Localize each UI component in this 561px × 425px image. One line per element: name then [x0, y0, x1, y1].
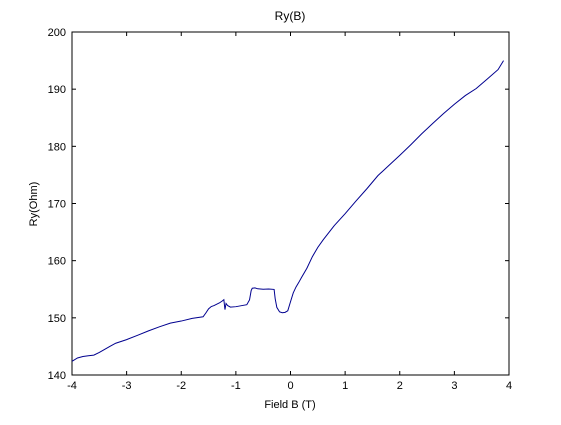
y-tick-label: 180 [48, 141, 66, 153]
x-tick-label: 0 [287, 380, 293, 392]
y-tick-label: 190 [48, 84, 66, 96]
x-tick-label: -4 [67, 380, 77, 392]
y-tick-label: 140 [48, 370, 66, 382]
series-line [71, 60, 504, 362]
x-tick-label: -2 [176, 380, 186, 392]
axis-tick-labels: -4 -3 -2 -1 0 1 2 3 4 140 150 160 170 180 190 200 [48, 27, 512, 392]
y-tick-label: 170 [48, 199, 66, 211]
x-tick-label: 2 [397, 380, 403, 392]
x-axis-label: Field B (T) [264, 399, 315, 411]
x-tick-label: -3 [122, 380, 132, 392]
axis-ticks [71, 31, 510, 376]
y-tick-label: 160 [48, 256, 66, 268]
x-tick-label: 4 [506, 380, 512, 392]
y-tick-label: 200 [48, 27, 66, 39]
x-tick-label: 3 [451, 380, 457, 392]
x-tick-label: 1 [342, 380, 348, 392]
plot-area [71, 31, 510, 376]
x-tick-label: -1 [231, 380, 241, 392]
y-axis-label: Ry(Ohm) [28, 182, 40, 227]
chart-title: Ry(B) [275, 9, 306, 23]
y-tick-label: 150 [48, 313, 66, 325]
